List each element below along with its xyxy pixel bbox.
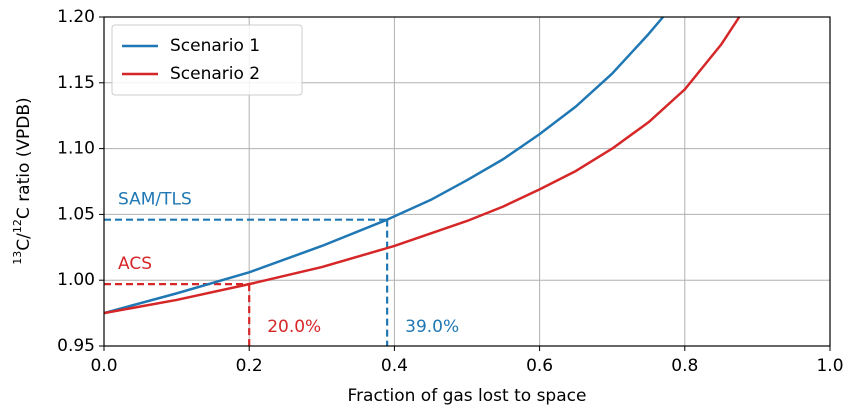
x-tick-label: 0.2 xyxy=(236,356,263,376)
series-line xyxy=(103,16,664,315)
y-label-part: C ratio (VPDB) xyxy=(14,97,34,219)
x-tick-label: 0.8 xyxy=(671,356,698,376)
y-tick-label: 1.15 xyxy=(57,73,95,93)
x-tick-label: 1.0 xyxy=(816,356,843,376)
y-axis-label: 13C/12C ratio (VPDB) xyxy=(11,97,34,264)
x-tick-label: 0.0 xyxy=(90,356,117,376)
annotation-label: SAM/TLS xyxy=(118,190,192,210)
legend-box xyxy=(111,24,303,96)
legend-label: Scenario 1 xyxy=(170,36,260,56)
annotation-label: ACS xyxy=(118,254,152,274)
y-label-sup: 12 xyxy=(11,219,24,233)
y-tick-label: 0.95 xyxy=(57,336,95,356)
plot-frame xyxy=(103,16,831,347)
y-label-sup: 13 xyxy=(11,251,24,265)
y-tick-label: 1.20 xyxy=(57,7,95,27)
series-line xyxy=(103,16,741,315)
x-tick-label: 0.4 xyxy=(381,356,408,376)
annotation-value: 20.0% xyxy=(267,317,321,337)
x-tick-label: 0.6 xyxy=(526,356,553,376)
y-tick-label: 1.10 xyxy=(57,139,95,159)
x-axis-label: Fraction of gas lost to space xyxy=(348,386,587,406)
y-label-part: C/ xyxy=(14,233,34,251)
y-tick-label: 1.05 xyxy=(57,204,95,224)
annotation-value: 39.0% xyxy=(405,317,459,337)
y-tick-label: 1.00 xyxy=(57,270,95,290)
legend-label: Scenario 2 xyxy=(170,64,260,84)
